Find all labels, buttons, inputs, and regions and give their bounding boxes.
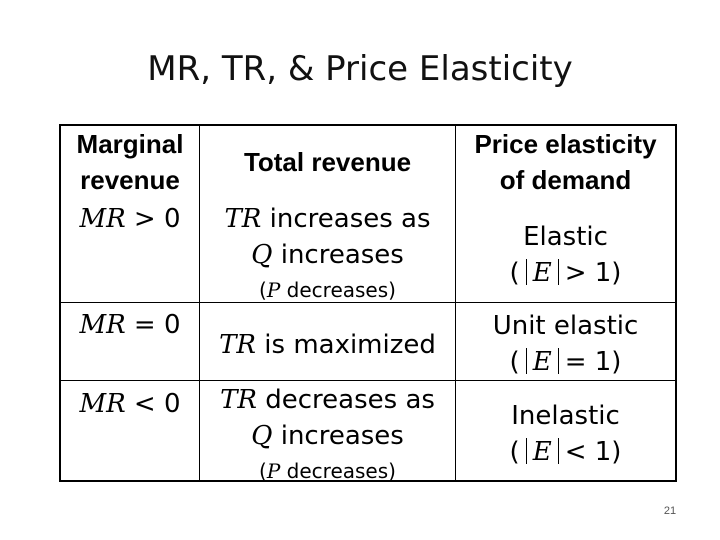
row-3-tr-note: (P decreases): [200, 459, 455, 483]
abs-bar-left: [525, 438, 527, 464]
row-2-elasticity-label: Unit elastic: [492, 311, 639, 341]
row-2-tr-variable: TR: [219, 330, 257, 360]
row-2-mr-variable: MR: [79, 310, 126, 340]
abs-bar-right: [557, 438, 559, 464]
column-divider-1: [199, 124, 200, 482]
abs-bar-left: [525, 259, 527, 285]
row-2-elasticity-formula: ( E = 1): [456, 344, 675, 380]
row-3-tr-note-variable: P: [266, 459, 281, 483]
header-marginal-revenue-line-2: revenue: [80, 165, 180, 195]
row-1-mr-relation: > 0: [125, 204, 181, 234]
row-1-tr-note-variable: P: [266, 278, 281, 302]
row-1-tr: TR increases as Q increases (P decreases…: [200, 201, 455, 302]
row-2-tr-text: is maximized: [256, 330, 436, 360]
row-3-elasticity: Inelastic ( E < 1): [456, 398, 675, 470]
row-3-formula-variable: E: [532, 437, 552, 467]
slide-title: MR, TR, & Price Elasticity: [147, 49, 573, 89]
row-3-tr-line-1-text: decreases as: [256, 385, 435, 415]
row-3-mr-variable: MR: [79, 389, 126, 419]
header-marginal-revenue-line-1: Marginal: [76, 129, 184, 159]
row-1-tr-line-2-variable: Q: [251, 240, 273, 270]
row-2-formula-open: (: [509, 347, 520, 377]
row-divider-2: [59, 380, 677, 381]
row-3-formula-relation: < 1): [564, 437, 622, 467]
row-divider-1: [59, 302, 677, 303]
row-2-mr: MR = 0: [61, 307, 199, 343]
row-3-mr-relation: < 0: [125, 389, 181, 419]
row-3-elasticity-label: Inelastic: [511, 401, 620, 431]
row-2-elasticity: Unit elastic ( E = 1): [456, 308, 675, 380]
row-3-tr: TR decreases as Q increases (P decreases…: [200, 382, 455, 483]
page-number: 21: [663, 505, 677, 517]
row-1-tr-line-2-text: increases: [272, 240, 404, 270]
abs-bar-left: [525, 348, 527, 374]
row-3-tr-line-1-variable: TR: [220, 385, 257, 415]
row-1-formula-relation: > 1): [564, 258, 622, 288]
row-3-formula-open: (: [509, 437, 520, 467]
row-3-tr-note-open: (: [259, 459, 267, 483]
header-marginal-revenue: Marginal revenue: [61, 126, 199, 198]
row-1-elasticity-label: Elastic: [523, 222, 608, 252]
row-1-mr-variable: MR: [79, 204, 126, 234]
column-divider-2: [455, 124, 456, 482]
header-total-revenue: Total revenue: [243, 147, 412, 177]
row-1-elasticity: Elastic ( E > 1): [456, 219, 675, 291]
row-1-mr: MR > 0: [61, 201, 199, 237]
row-1-tr-note-text: decreases): [280, 278, 396, 302]
row-3-mr: MR < 0: [61, 386, 199, 422]
elasticity-table: [59, 124, 677, 482]
abs-bar-right: [557, 259, 559, 285]
header-price-elasticity-line-2: of demand: [499, 165, 632, 195]
header-price-elasticity-line-1: Price elasticity: [474, 129, 657, 159]
row-2-mr-relation: = 0: [125, 310, 181, 340]
row-3-tr-line-2: Q increases: [200, 418, 455, 454]
row-3-tr-line-1: TR decreases as: [200, 382, 455, 418]
row-1-tr-line-1: TR increases as: [200, 201, 455, 237]
row-2-formula-variable: E: [532, 347, 552, 377]
row-1-elasticity-formula: ( E > 1): [456, 255, 675, 291]
row-1-tr-line-1-variable: TR: [224, 204, 262, 234]
abs-bar-right: [557, 348, 559, 374]
header-price-elasticity: Price elasticity of demand: [456, 126, 675, 198]
row-2-tr: TR is maximized: [200, 327, 455, 363]
row-1-formula-variable: E: [532, 258, 552, 288]
row-1-tr-note-open: (: [259, 278, 267, 302]
row-2-formula-relation: = 1): [564, 347, 622, 377]
row-1-tr-line-2: Q increases: [200, 237, 455, 273]
row-1-formula-open: (: [509, 258, 520, 288]
row-3-tr-line-2-text: increases: [272, 421, 404, 451]
row-3-tr-line-2-variable: Q: [251, 421, 273, 451]
row-1-tr-note: (P decreases): [200, 278, 455, 302]
row-3-tr-note-text: decreases): [280, 459, 396, 483]
row-3-elasticity-formula: ( E < 1): [456, 434, 675, 470]
row-1-tr-line-1-text: increases as: [261, 204, 431, 234]
